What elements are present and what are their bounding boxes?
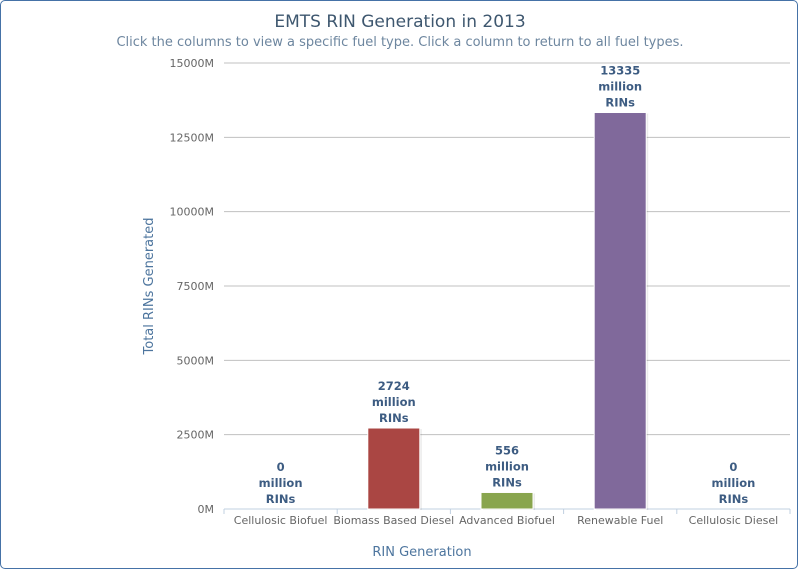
bar-advanced-biofuel[interactable] — [480, 491, 534, 510]
y-tick-label: 15000M — [170, 57, 214, 70]
data-label: RINs — [266, 492, 296, 506]
bar-biomass-based-diesel[interactable] — [367, 427, 421, 510]
data-label: RINs — [492, 475, 522, 489]
data-label: million — [372, 395, 416, 409]
y-tick-label: 10000M — [170, 206, 214, 219]
x-tick-label: Cellulosic Diesel — [689, 514, 779, 527]
x-tick-label: Renewable Fuel — [577, 514, 663, 527]
data-label: RINs — [379, 411, 409, 425]
data-label: RINs — [605, 96, 635, 110]
data-label: 13335 — [600, 64, 640, 78]
data-label: RINs — [719, 492, 749, 506]
chart-title: EMTS RIN Generation in 2013 — [274, 12, 525, 32]
y-tick-label: 5000M — [177, 354, 215, 367]
y-tick-label: 2500M — [177, 429, 215, 442]
y-axis-title: Total RINs Generated — [142, 218, 157, 356]
data-label: million — [259, 476, 303, 490]
data-label: million — [485, 459, 529, 473]
bar-renewable-fuel[interactable] — [593, 112, 647, 510]
data-label: 0 — [729, 460, 737, 474]
chart-subtitle: Click the columns to view a specific fue… — [116, 35, 683, 50]
y-tick-label: 0M — [198, 503, 215, 516]
data-label: million — [598, 80, 642, 94]
y-tick-label: 12500M — [170, 131, 214, 144]
data-label: million — [711, 476, 755, 490]
x-axis-title: RIN Generation — [372, 545, 471, 560]
data-label: 0 — [277, 460, 285, 474]
x-tick-label: Cellulosic Biofuel — [234, 514, 328, 527]
data-label: 2724 — [378, 379, 410, 393]
x-tick-label: Advanced Biofuel — [459, 514, 555, 527]
data-label: 556 — [495, 443, 519, 457]
x-tick-label: Biomass Based Diesel — [333, 514, 454, 527]
y-tick-label: 7500M — [177, 280, 215, 293]
